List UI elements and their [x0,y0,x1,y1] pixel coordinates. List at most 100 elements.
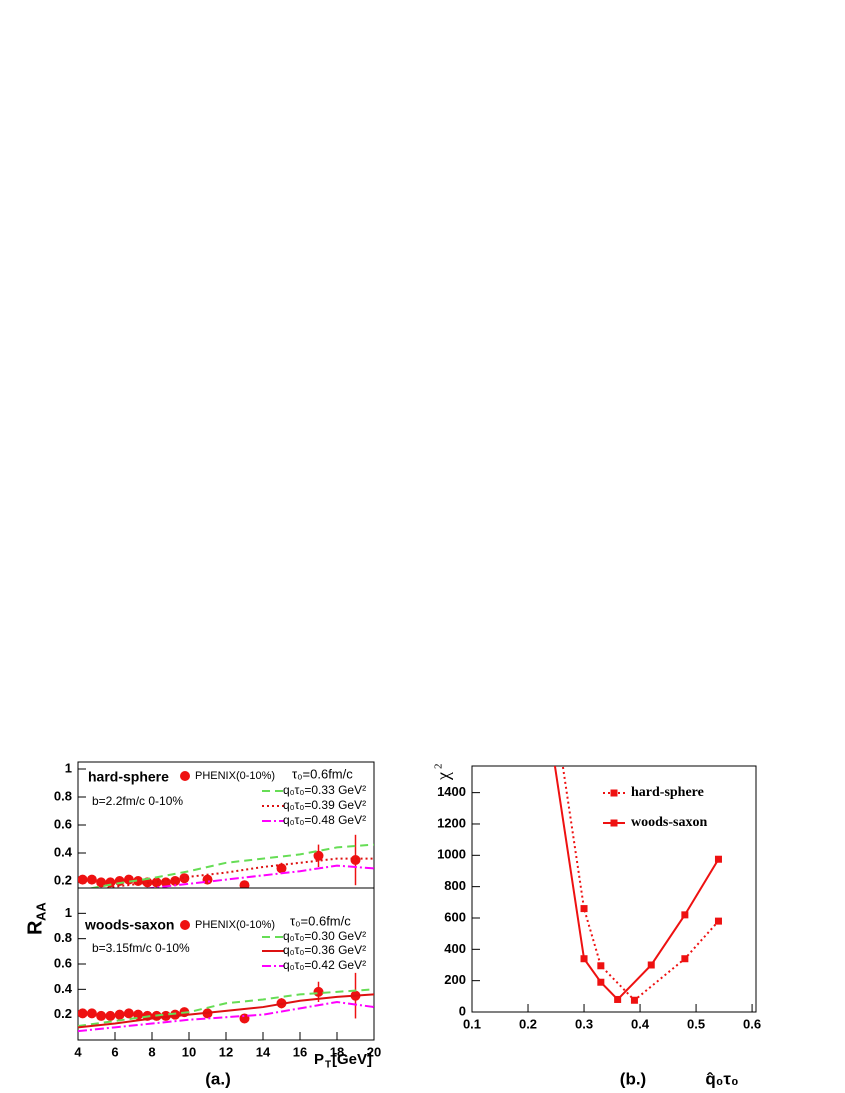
y-axis-title-sub: AA [33,902,48,921]
data-point [597,962,605,970]
legend-label: q₀τ₀=0.36 GeV² [283,943,366,957]
y-tick-label: 0.8 [54,788,72,803]
y-tick-label: 0.2 [54,872,72,887]
y-axis-title-sup: 2 [433,764,445,770]
x-axis-title-sub: T [325,1060,331,1071]
data-point [86,874,97,885]
data-point [96,1010,107,1021]
x-tick-label: 0.1 [463,1016,481,1031]
data-point [123,874,134,885]
x-tick-label: 0.3 [575,1016,593,1031]
x-tick-label: 8 [148,1044,155,1059]
y-tick-label: 0.8 [54,930,72,945]
x-axis-title: q̂₀τ₀ [705,1069,738,1088]
annotation: woods-saxon [84,917,174,933]
y-tick-label: 0.2 [54,1006,72,1021]
data-point [86,1008,97,1019]
data-point [597,978,605,986]
x-tick-label: 14 [256,1044,271,1059]
data-point [179,873,190,884]
data-point [105,1010,116,1021]
y-tick-label: 1000 [437,847,466,862]
y-axis-title: R [24,920,46,935]
data-point [681,955,689,963]
series-line [553,766,720,1001]
data-point [313,986,324,997]
y-tick-label: 1200 [437,815,466,830]
x-tick-label: 16 [293,1044,307,1059]
series-line [87,843,374,888]
legend-marker [180,920,190,930]
data-point [313,850,324,861]
legend-label: q₀τ₀=0.48 GeV² [283,813,366,827]
y-tick-label: 1 [65,905,72,920]
x-axis-title-unit: [GeV] [332,1051,372,1068]
data-point [681,911,689,919]
legend-label: q₀τ₀=0.30 GeV² [283,929,366,943]
legend-label: q₀τ₀=0.33 GeV² [283,783,366,797]
legend-label: hard-sphere [631,785,704,800]
data-point [647,961,655,969]
series-line [561,766,720,1002]
plot-frame [77,887,375,1041]
y-tick-label: 0.4 [54,981,73,996]
annotation: τ₀=0.6fm/c [290,913,351,928]
plot-area [547,733,722,1004]
y-axis-title: χ [433,772,453,781]
data-point [239,880,250,888]
series-line [102,857,374,888]
x-tick-label: 4 [74,1044,82,1059]
y-tick-label: 0.4 [54,844,73,859]
series-line [78,988,374,1028]
series-line [78,1000,374,1033]
annotation: hard-sphere [88,769,169,785]
y-tick-label: 800 [444,878,466,893]
caption: (b.) [620,1069,646,1088]
x-tick-label: 10 [182,1044,196,1059]
legend-marker [610,819,618,827]
y-tick-label: 0 [459,1003,466,1018]
y-tick-label: 1400 [437,784,466,799]
data-point [714,855,722,863]
data-point [350,855,361,865]
data-point [239,1013,250,1024]
x-axis-title: P [314,1051,324,1068]
y-tick-label: 600 [444,909,466,924]
x-tick-label: 0.4 [631,1016,650,1031]
legend-label: q₀τ₀=0.39 GeV² [283,798,366,812]
series-line [143,864,374,888]
caption: (a.) [205,1069,231,1088]
data-point [133,876,144,886]
y-tick-label: 1 [65,760,72,775]
data-point [151,877,162,888]
x-tick-label: 6 [111,1044,118,1059]
legend-label: woods-saxon [631,815,707,830]
y-tick-label: 0.6 [54,816,72,831]
data-point [714,917,722,925]
data-point [114,876,125,886]
x-tick-label: 18 [330,1044,344,1059]
x-tick-label: 0.2 [519,1016,537,1031]
plot-area [78,972,374,1033]
x-tick-label: 20 [367,1044,381,1059]
data-point [96,877,107,888]
data-point [614,995,622,1003]
legend-label: q₀τ₀=0.42 GeV² [283,958,366,972]
annotation: b=3.15fm/c 0-10% [92,941,190,955]
data-point [123,1008,134,1019]
x-tick-label: 0.5 [687,1016,705,1031]
plot-area [78,834,374,888]
plot-frame [471,765,757,1013]
data-point [580,955,588,963]
data-point [547,733,554,740]
data-point [78,874,88,885]
y-tick-label: 200 [444,972,466,987]
y-tick-label: 0.6 [54,955,72,970]
x-tick-label: 12 [219,1044,233,1059]
legend-marker [610,789,618,797]
y-tick-label: 400 [444,941,466,956]
data-point [276,863,287,874]
legend-label: PHENIX(0-10%) [195,770,275,782]
